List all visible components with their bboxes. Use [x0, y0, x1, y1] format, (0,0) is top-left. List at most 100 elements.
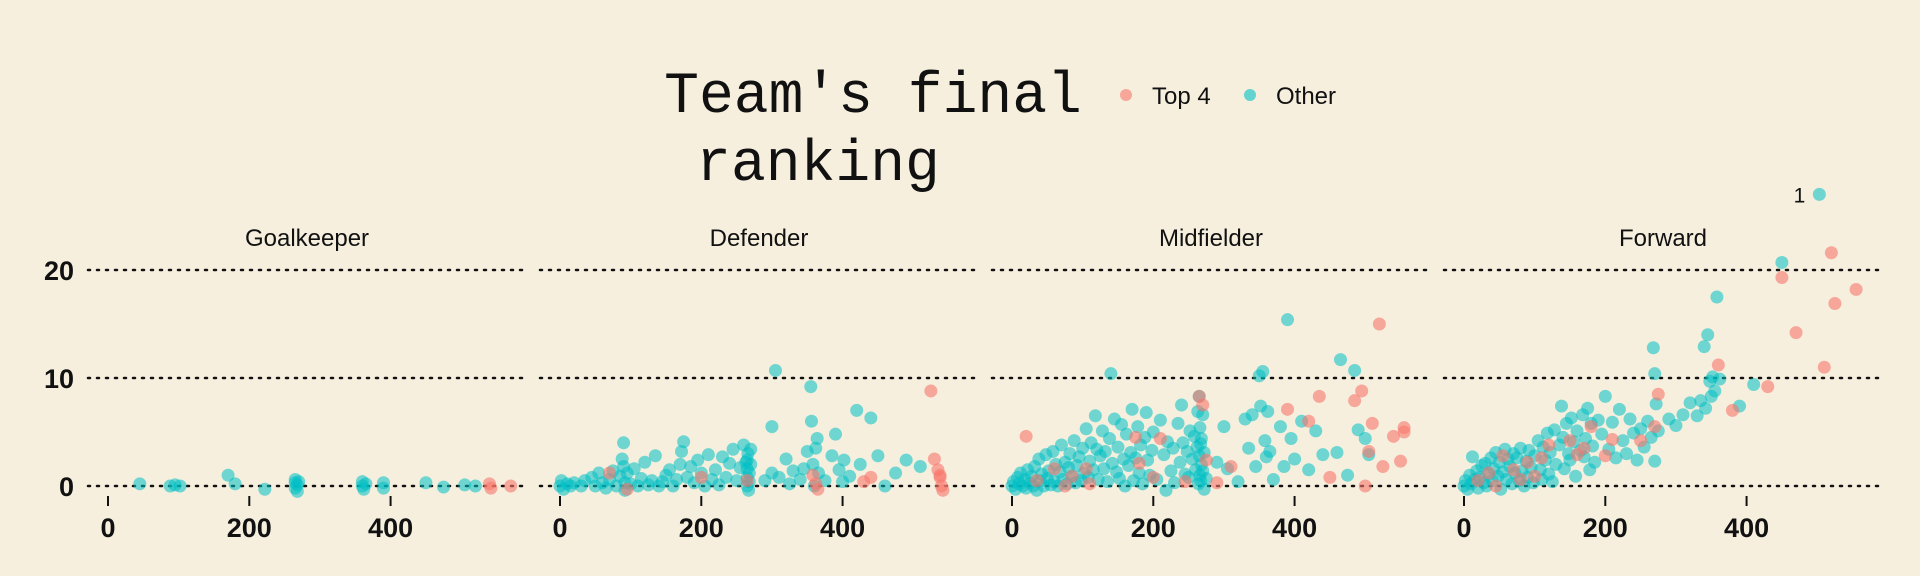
facet-title: Defender: [710, 225, 809, 252]
point-other: [1125, 402, 1139, 416]
point-other: [1256, 365, 1270, 379]
facet-defender: Defender 0 200 400: [538, 225, 980, 543]
point-top4: [1828, 296, 1842, 310]
point-other: [1699, 401, 1713, 415]
point-other: [793, 473, 807, 487]
point-other: [837, 453, 851, 467]
legend-label-other: Other: [1276, 83, 1336, 110]
y-tick-label: 10: [44, 364, 74, 394]
point-top4: [602, 466, 616, 480]
point-top4: [1210, 476, 1224, 490]
x-tick-label: 400: [368, 513, 413, 543]
point-other: [1199, 471, 1213, 485]
facet-title: Forward: [1619, 225, 1707, 252]
point-top4: [1397, 421, 1411, 435]
point-other: [1100, 475, 1114, 489]
point-other: [228, 477, 242, 491]
point-other: [1598, 389, 1612, 403]
y-tick-label: 0: [59, 472, 74, 502]
point-other: [1231, 475, 1245, 489]
point-other: [1284, 431, 1298, 445]
point-other: [1145, 443, 1159, 457]
point-top4: [1019, 429, 1033, 443]
point-other: [768, 363, 782, 377]
point-other: [1175, 398, 1189, 412]
point-other: [1334, 353, 1347, 367]
point-top4: [1196, 398, 1210, 412]
point-other: [1139, 406, 1153, 420]
point-top4: [1047, 462, 1061, 476]
point-other: [829, 427, 843, 441]
point-other: [1710, 290, 1724, 304]
point-top4: [1394, 454, 1408, 468]
point-other: [701, 448, 715, 462]
point-top4: [1634, 434, 1648, 448]
facet-title: Midfielder: [1159, 225, 1263, 252]
point-other: [864, 411, 878, 425]
point-top4: [1312, 389, 1326, 403]
point-top4: [1542, 438, 1556, 452]
point-other: [786, 464, 800, 478]
point-other: [765, 420, 779, 434]
point-top4: [1358, 479, 1372, 493]
point-other: [359, 477, 373, 491]
point-other: [1302, 463, 1316, 477]
point-other: [850, 403, 864, 417]
legend-swatch-top4: [1120, 89, 1132, 101]
point-other: [809, 441, 823, 455]
point-other: [1164, 464, 1178, 478]
x-tick-label: 400: [1724, 513, 1769, 543]
point-other: [1713, 372, 1727, 386]
point-other: [1683, 396, 1697, 410]
point-other: [1159, 483, 1173, 497]
point-other: [1217, 420, 1231, 434]
point-other: [825, 449, 839, 463]
x-tick-label: 0: [100, 513, 115, 543]
point-other: [1277, 460, 1291, 474]
point-other: [468, 479, 482, 493]
point-top4: [1789, 326, 1803, 340]
point-top4: [1302, 414, 1316, 428]
facet-goalkeeper: Goalkeeper 0 200 400: [86, 225, 528, 543]
point-other: [1554, 399, 1568, 413]
point-other: [419, 476, 433, 490]
point-other: [1649, 397, 1663, 411]
x-tick-label: 400: [1272, 513, 1317, 543]
point-top4: [1146, 470, 1160, 484]
point-other: [1701, 328, 1715, 342]
point-top4: [1355, 384, 1369, 398]
chart-title-line-1: Team's final: [664, 65, 1082, 130]
point-other: [1167, 476, 1181, 490]
point-other: [1612, 402, 1626, 416]
point-other: [1166, 441, 1180, 455]
point-other: [1102, 431, 1116, 445]
point-top4: [1605, 433, 1619, 447]
point-other: [221, 468, 235, 482]
point-other: [458, 478, 472, 492]
point-other: [1341, 468, 1355, 482]
point-other: [1569, 469, 1583, 483]
point-other: [258, 482, 272, 496]
point-other: [779, 452, 793, 466]
point-other: [1054, 438, 1068, 452]
point-other: [1564, 411, 1578, 425]
point-top4: [1598, 449, 1612, 463]
x-tick-label: 0: [552, 513, 567, 543]
point-top4: [1471, 474, 1485, 488]
point-other: [730, 474, 744, 488]
point-other: [1131, 420, 1145, 434]
point-other: [1623, 412, 1637, 426]
point-other: [1616, 434, 1630, 448]
point-other: [804, 414, 818, 428]
point-top4: [1079, 462, 1093, 476]
point-other: [744, 457, 758, 471]
point-other: [1194, 431, 1208, 445]
x-tick-label: 200: [1131, 513, 1176, 543]
point-top4: [1761, 380, 1775, 394]
point-other: [377, 481, 391, 495]
point-top4: [1178, 475, 1192, 489]
point-other: [691, 453, 705, 467]
point-top4: [936, 483, 950, 497]
point-other: [1079, 422, 1093, 436]
point-other: [1351, 423, 1365, 437]
